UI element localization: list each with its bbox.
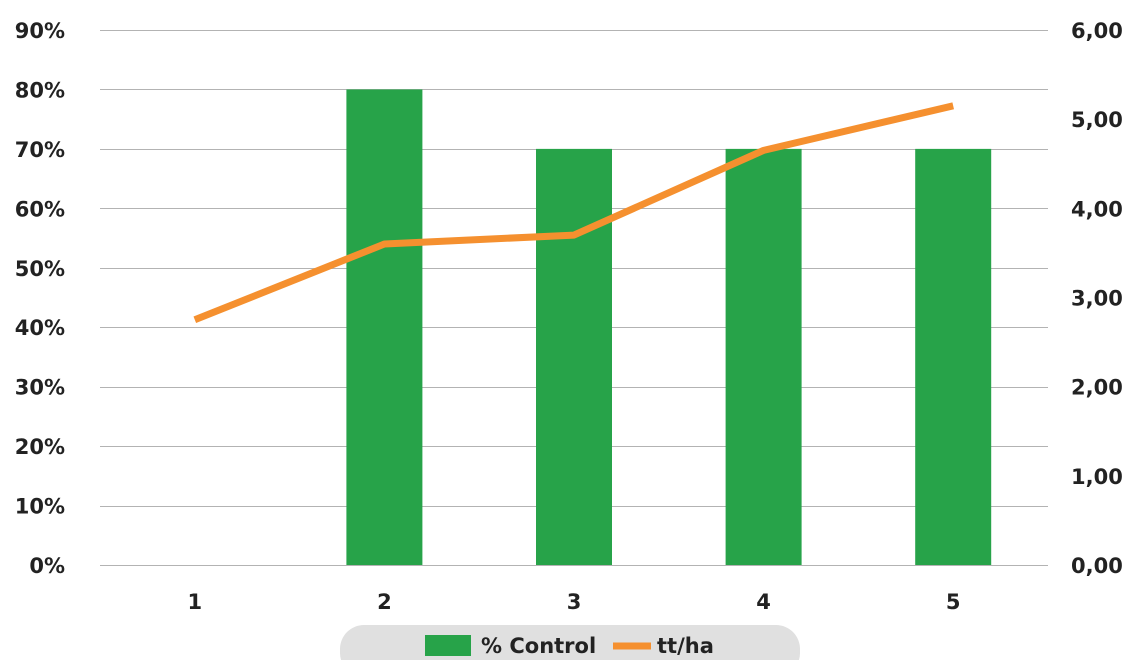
left-tick-label: 90% [15,19,65,43]
bar [725,148,802,565]
left-tick-label: 80% [15,78,65,102]
legend: % Control tt/ha [340,625,800,660]
right-tick-label: 5,00 [1071,108,1123,132]
x-tick-label: 1 [187,590,202,614]
left-tick-label: 0% [29,554,65,578]
bar [536,148,612,565]
right-tick-label: 2,00 [1071,376,1123,400]
left-tick-label: 40% [15,316,65,340]
legend-label-control: % Control [481,634,596,658]
legend-swatch-control [425,635,471,656]
right-tick-label: 0,00 [1071,554,1123,578]
right-tick-label: 4,00 [1071,197,1123,221]
x-tick-label: 4 [756,590,771,614]
left-y-axis: 0% 10% 20% 30% 40% 50% 60% 70% 80% 90% [15,19,65,578]
left-tick-label: 10% [15,495,65,519]
right-y-axis: 0,00 1,00 2,00 3,00 4,00 5,00 6,00 [1071,19,1123,578]
bar [915,148,992,565]
series-line [193,102,955,324]
right-tick-label: 1,00 [1071,465,1123,489]
right-tick-label: 3,00 [1071,287,1123,311]
left-tick-label: 60% [15,197,65,221]
left-tick-label: 20% [15,435,65,459]
left-tick-label: 50% [15,257,65,281]
right-tick-label: 6,00 [1071,19,1123,43]
line-series [193,102,955,324]
x-tick-label: 5 [946,590,961,614]
x-axis: 1 2 3 4 5 [187,590,960,614]
bar-series [346,89,992,565]
left-tick-label: 70% [15,138,65,162]
bar [346,89,423,565]
x-tick-label: 2 [377,590,392,614]
x-tick-label: 3 [567,590,582,614]
left-tick-label: 30% [15,376,65,400]
legend-label-ttha: tt/ha [657,634,714,658]
